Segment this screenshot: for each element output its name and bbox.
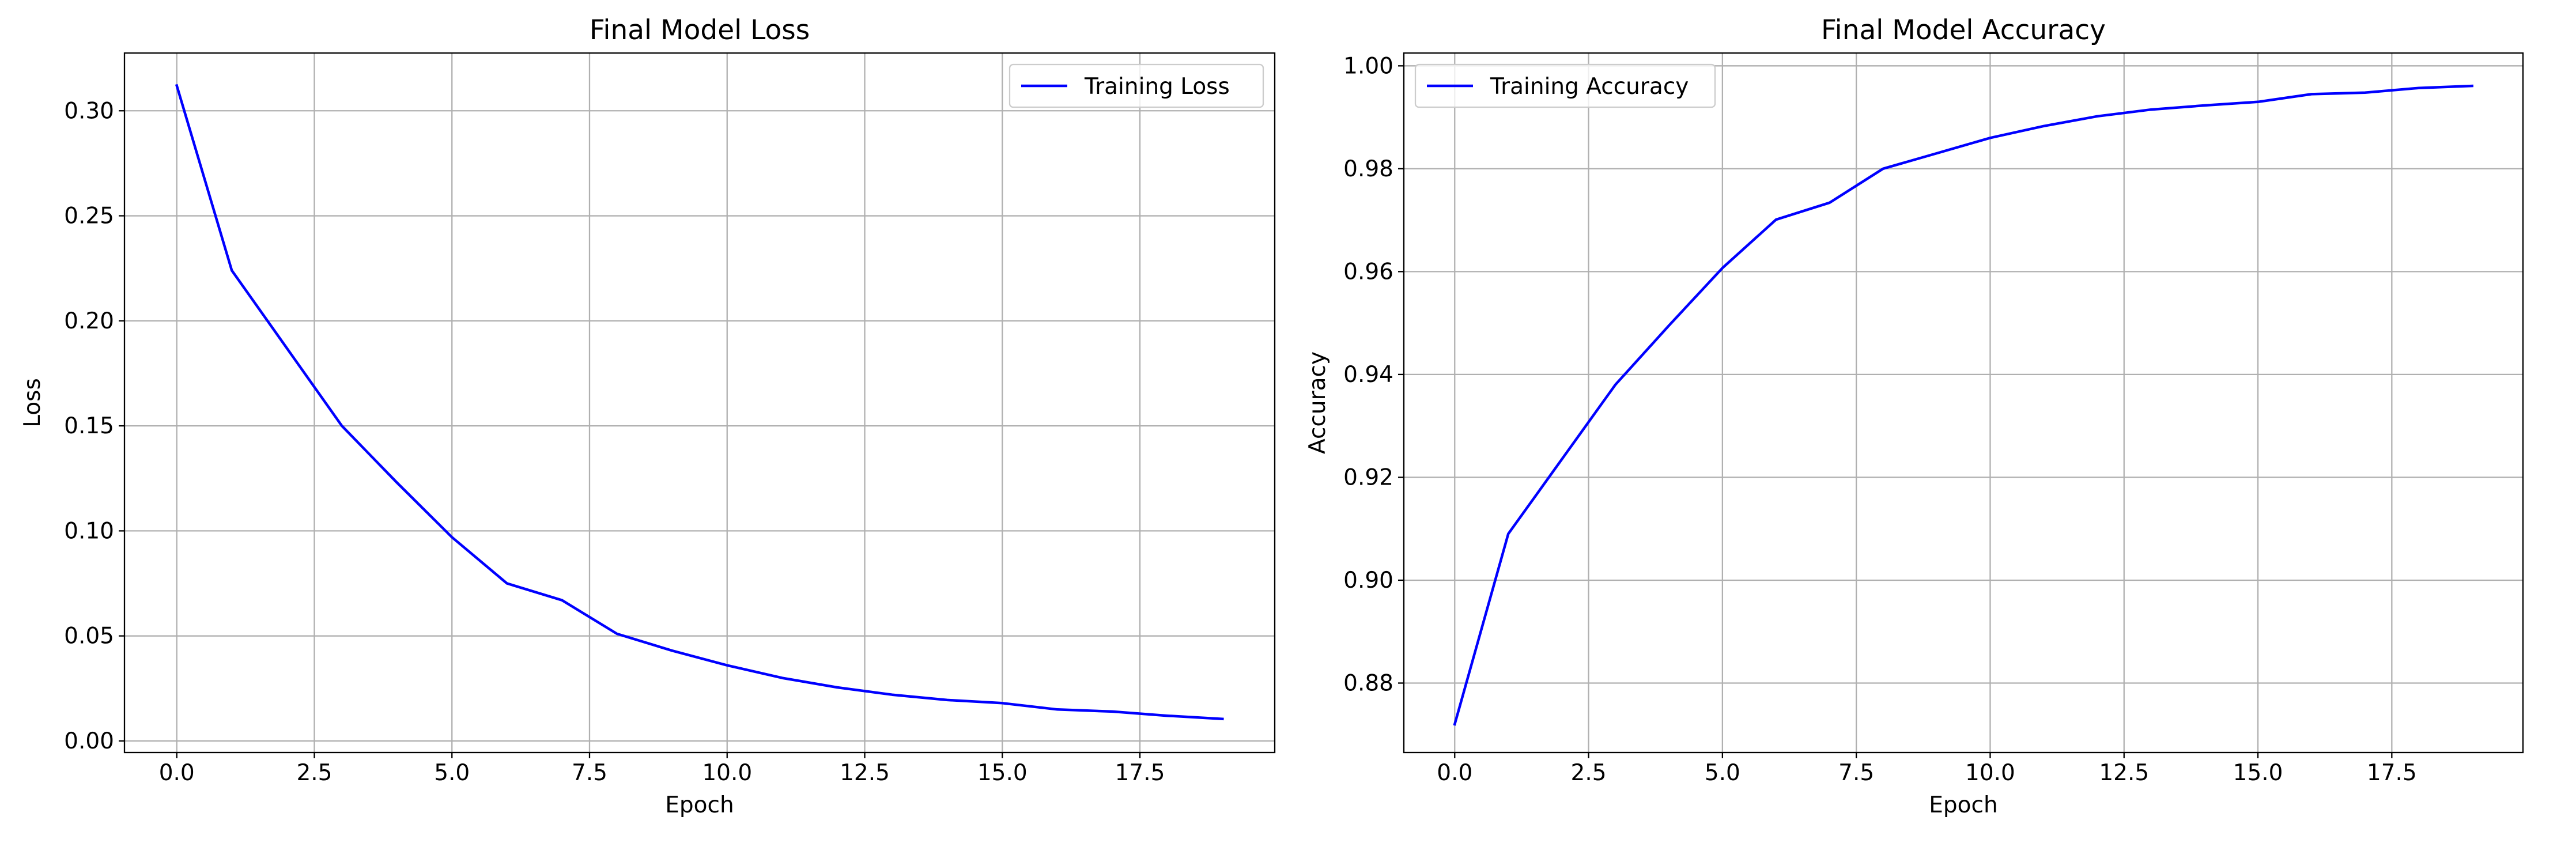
accuracy-y-tick-label: 1.00 — [1343, 53, 1393, 79]
accuracy-y-tick-label: 0.98 — [1343, 156, 1393, 182]
loss-y-tick-label: 0.25 — [64, 203, 114, 229]
accuracy-x-axis-label: Epoch — [1929, 792, 1997, 818]
accuracy-x-tick-label: 5.0 — [1705, 760, 1740, 786]
loss-legend: Training Loss — [1009, 63, 1264, 108]
loss-x-tick-label: 10.0 — [702, 760, 752, 786]
loss-x-tick-label: 0.0 — [159, 760, 195, 786]
loss-axes-frame — [123, 52, 1276, 754]
loss-y-axis-label: Loss — [20, 378, 46, 428]
accuracy-x-tick-label: 17.5 — [2367, 760, 2417, 786]
loss-x-tick-label: 2.5 — [296, 760, 332, 786]
accuracy-y-tick-label: 0.90 — [1343, 568, 1393, 593]
accuracy-chart-title: Final Model Accuracy — [1821, 14, 2106, 46]
accuracy-series-line — [1453, 84, 2474, 726]
loss-y-tick-label: 0.15 — [64, 413, 114, 439]
accuracy-x-tick-label: 0.0 — [1437, 760, 1472, 786]
loss-y-tick-label: 0.20 — [64, 308, 114, 334]
loss-series-line — [175, 84, 1224, 721]
accuracy-y-tick-label: 0.88 — [1343, 670, 1393, 696]
accuracy-y-tick-label: 0.96 — [1343, 259, 1393, 285]
loss-y-tick-label: 0.05 — [64, 623, 114, 649]
loss-x-tick-label: 17.5 — [1115, 760, 1165, 786]
accuracy-plot-area — [1404, 53, 2523, 753]
accuracy-legend: Training Accuracy — [1414, 63, 1716, 108]
loss-x-tick-label: 15.0 — [977, 760, 1028, 786]
loss-x-tick-label: 5.0 — [434, 760, 470, 786]
accuracy-x-tick-label: 15.0 — [2233, 760, 2283, 786]
accuracy-y-tick-label: 0.94 — [1343, 362, 1393, 388]
accuracy-x-tick-label: 2.5 — [1571, 760, 1607, 786]
loss-chart-title: Final Model Loss — [590, 14, 810, 46]
loss-x-tick-label: 12.5 — [840, 760, 890, 786]
loss-legend-label: Training Loss — [1084, 74, 1230, 100]
accuracy-axes-frame — [1403, 52, 2524, 754]
accuracy-x-tick-label: 7.5 — [1838, 760, 1874, 786]
loss-chart-panel: 0.0 2.5 5.0 7.5 10.0 12.5 15.0 17.5 0.00 0.05 0.10… — [20, 14, 1276, 818]
loss-legend-box — [1009, 63, 1264, 108]
loss-y-tick-label: 0.30 — [64, 98, 114, 124]
accuracy-chart-panel: 0.0 2.5 5.0 7.5 10.0 12.5 15.0 17.5 0.88 0.90 0.92… — [1305, 14, 2524, 818]
accuracy-x-tick-label: 10.0 — [1965, 760, 2015, 786]
accuracy-y-axis-label: Accuracy — [1305, 351, 1331, 454]
accuracy-legend-label: Training Accuracy — [1490, 74, 1689, 100]
accuracy-y-tick-label: 0.92 — [1343, 464, 1393, 490]
loss-y-tick-label: 0.00 — [64, 728, 114, 754]
accuracy-x-tick-label: 12.5 — [2099, 760, 2149, 786]
accuracy-legend-box — [1414, 63, 1716, 108]
loss-x-axis-label: Epoch — [665, 792, 734, 818]
loss-plot-area — [124, 53, 1275, 753]
loss-y-tick-label: 0.10 — [64, 518, 114, 544]
loss-x-tick-label: 7.5 — [572, 760, 607, 786]
